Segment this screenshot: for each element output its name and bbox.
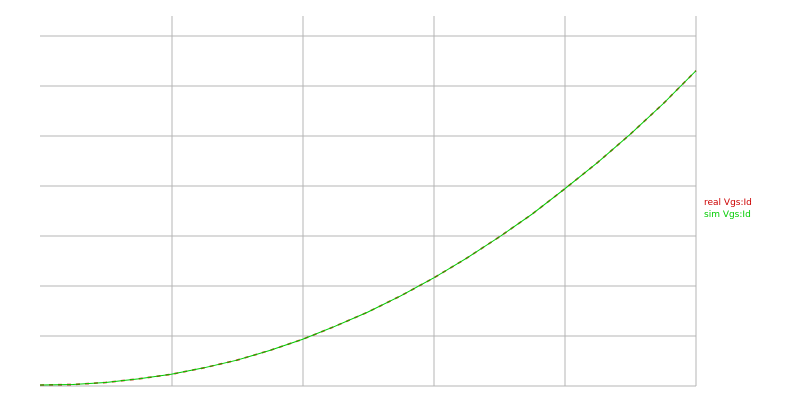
legend-entry-sim: sim Vgs:Id (704, 210, 751, 220)
grid (40, 16, 697, 387)
series-line-real (39, 70, 697, 386)
series-line-sim (39, 70, 697, 386)
legend-entry-real: real Vgs:Id (704, 198, 752, 208)
legend: real Vgs:Id sim Vgs:Id (704, 198, 752, 220)
series-layer (39, 70, 697, 386)
